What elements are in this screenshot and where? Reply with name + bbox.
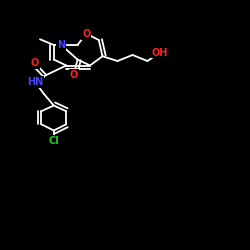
Text: O: O [70,70,78,80]
Text: O: O [82,29,90,39]
Text: Cl: Cl [48,136,59,146]
Text: OH: OH [152,48,168,58]
Text: N: N [57,40,65,50]
Text: HN: HN [27,77,43,87]
Text: O: O [31,58,39,68]
